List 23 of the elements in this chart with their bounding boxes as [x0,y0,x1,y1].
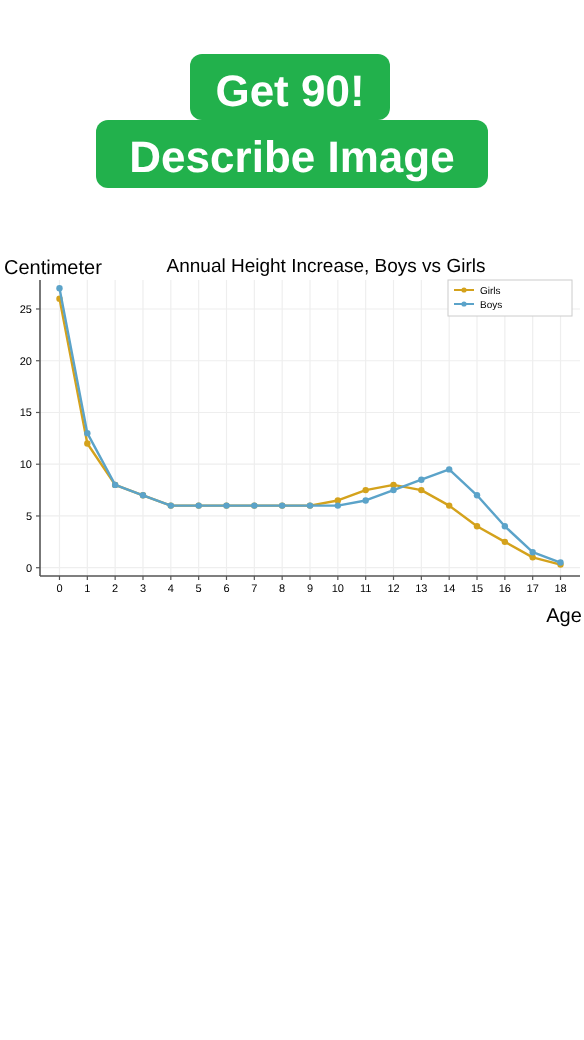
point [334,497,342,504]
point [501,538,509,546]
point [362,486,369,494]
x-axis-title: Age [546,606,583,628]
point [445,466,453,473]
point [529,549,536,556]
point [418,476,425,483]
chart-title: Annual Height Increase, Boys vs Girls [166,256,486,278]
point [473,523,481,530]
point [473,492,481,499]
point [529,554,536,561]
point [418,486,425,494]
point [84,429,91,437]
banner: Get 90! Describe Image [96,54,488,188]
point [84,440,91,447]
point [390,481,397,489]
point [445,502,453,509]
point [56,285,63,292]
point [390,486,397,494]
point [334,502,342,509]
y-axis-title: Centimeter [4,258,104,280]
point [362,497,369,504]
point [501,523,509,530]
